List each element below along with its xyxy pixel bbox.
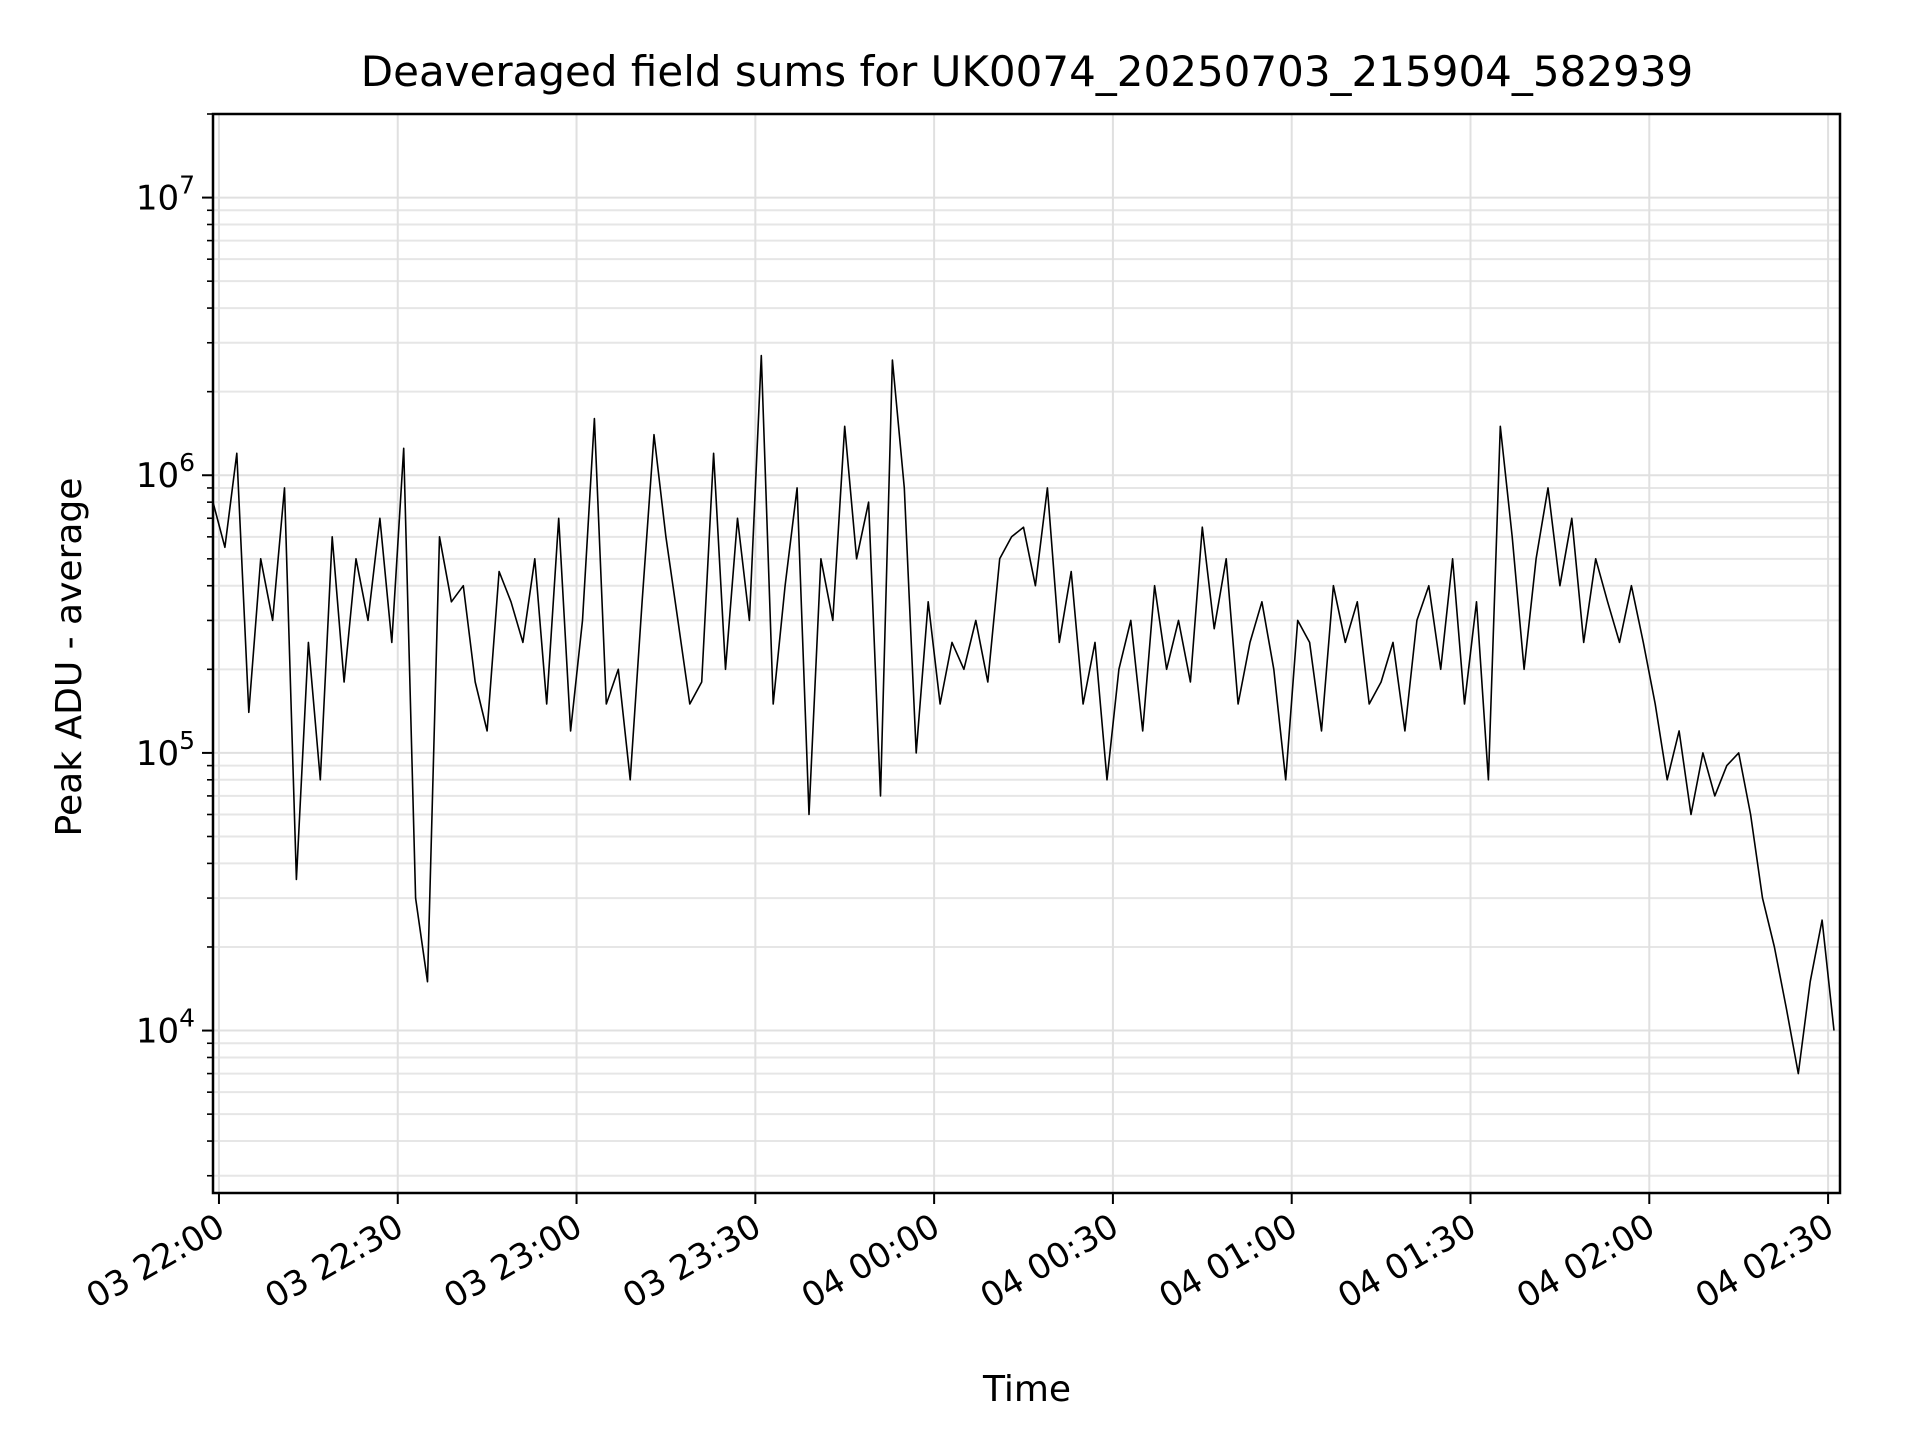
chart-title: Deaveraged field sums for UK0074_2025070… bbox=[361, 47, 1693, 96]
plot-frame bbox=[211, 112, 1842, 1195]
series-line-group bbox=[212, 354, 1835, 1075]
y-tick-label: 107 bbox=[136, 171, 195, 219]
y-tick-base: 10 bbox=[136, 734, 179, 774]
y-axis-label: Peak ADU - average bbox=[49, 478, 90, 837]
y-tick-exponent: 5 bbox=[179, 726, 195, 755]
y-tick-base: 10 bbox=[136, 456, 179, 496]
y-tick-exponent: 7 bbox=[179, 171, 195, 200]
y-tick-exponent: 4 bbox=[179, 1004, 195, 1033]
series-line bbox=[212, 354, 1835, 1075]
x-axis-label: Time bbox=[982, 1369, 1071, 1410]
y-tick-base: 10 bbox=[136, 179, 179, 219]
y-tick-label: 106 bbox=[136, 448, 195, 496]
y-tick-base: 10 bbox=[136, 1012, 179, 1052]
y-tick-exponent: 6 bbox=[179, 448, 195, 477]
y-tick-label: 105 bbox=[136, 726, 195, 774]
y-tick-label: 104 bbox=[136, 1004, 195, 1052]
